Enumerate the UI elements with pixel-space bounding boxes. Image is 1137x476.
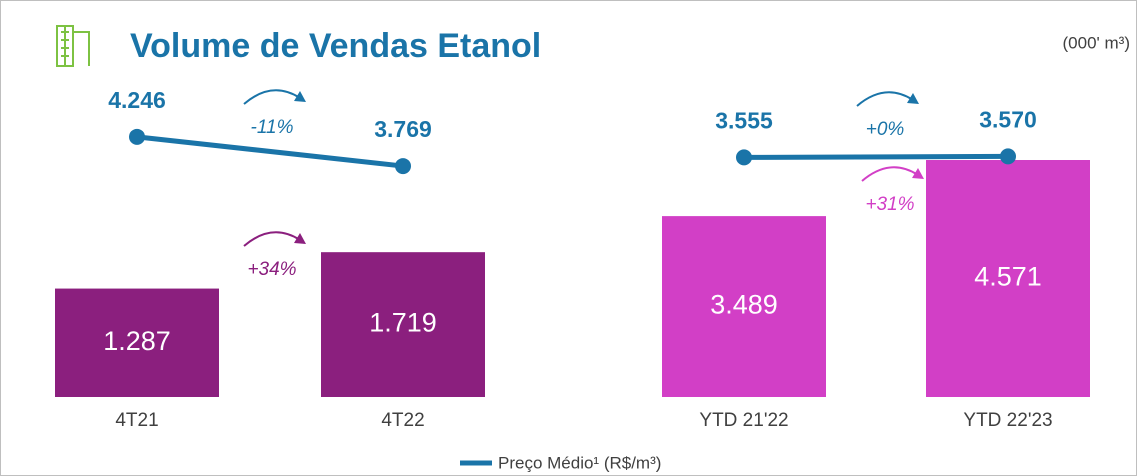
bar-label: 4.571: [974, 262, 1042, 292]
growth-arrow: [861, 166, 919, 182]
price-label: 4.246: [108, 87, 166, 113]
bar: [321, 252, 485, 397]
growth-annotation: +0%: [866, 119, 905, 140]
x-tick-label: YTD 21'22: [699, 410, 788, 431]
growth-arrow: [243, 231, 301, 247]
growth-arrow-head: [907, 93, 919, 104]
unit-label: (000' m³): [1063, 33, 1130, 52]
growth-annotation: +34%: [247, 259, 296, 280]
growth-annotation: +31%: [865, 194, 914, 215]
price-point: [736, 149, 752, 166]
price-label: 3.555: [715, 107, 773, 133]
bar: [55, 288, 219, 397]
growth-annotation: -11%: [251, 117, 294, 138]
growth-arrow: [856, 91, 914, 107]
bar: [926, 160, 1090, 397]
growth-arrow-head: [294, 91, 306, 102]
bar: [662, 216, 826, 397]
price-label: 3.570: [979, 106, 1037, 132]
growth-arrow-head: [912, 168, 924, 179]
x-tick-label: 4T22: [381, 410, 424, 431]
growth-arrow-head: [294, 233, 306, 244]
chart-title: Volume de Vendas Etanol: [130, 27, 541, 65]
price-line: [743, 153, 1009, 160]
bar-label: 1.719: [369, 308, 437, 338]
price-point: [395, 158, 411, 175]
price-point: [1000, 148, 1016, 165]
bar-label: 1.287: [103, 326, 171, 356]
price-label: 3.769: [374, 116, 432, 142]
building-icon: [56, 25, 90, 67]
growth-arrow: [243, 89, 301, 105]
price-point: [129, 128, 145, 145]
x-tick-label: YTD 22'23: [963, 410, 1052, 431]
x-tick-label: 4T21: [115, 410, 158, 431]
price-line: [136, 134, 404, 169]
bar-label: 3.489: [710, 290, 778, 320]
legend-label: Preço Médio¹ (R$/m³): [498, 453, 661, 472]
